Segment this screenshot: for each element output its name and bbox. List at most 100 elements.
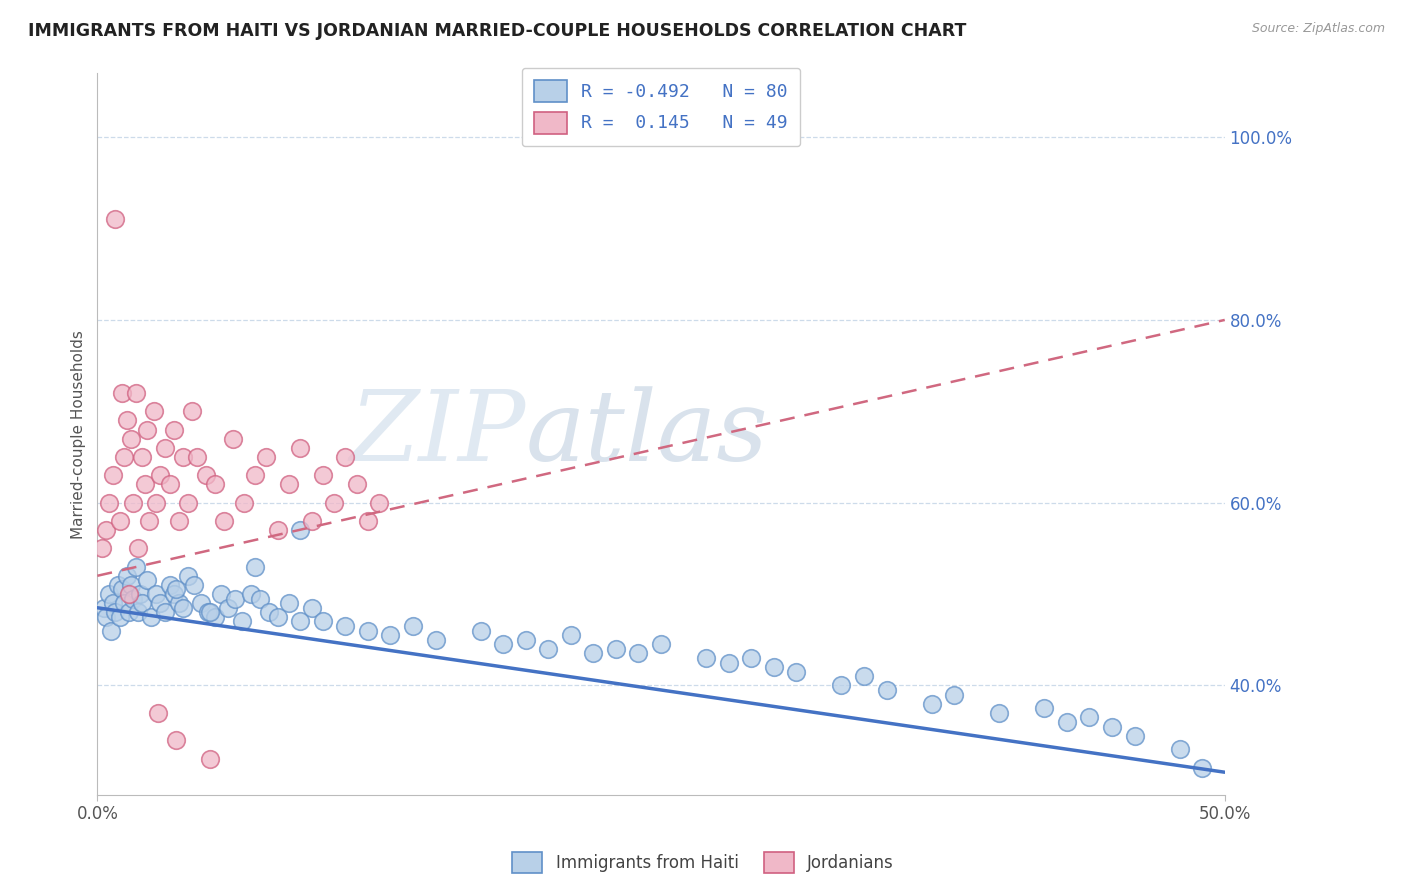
Point bbox=[988, 706, 1011, 720]
Point bbox=[186, 450, 208, 464]
Point bbox=[224, 591, 246, 606]
Point bbox=[111, 582, 134, 597]
Point bbox=[249, 591, 271, 606]
Point bbox=[194, 468, 217, 483]
Point bbox=[239, 587, 262, 601]
Point bbox=[122, 591, 145, 606]
Point bbox=[852, 669, 875, 683]
Point bbox=[1191, 761, 1213, 775]
Point bbox=[118, 605, 141, 619]
Point bbox=[127, 541, 149, 556]
Point bbox=[104, 212, 127, 227]
Point bbox=[97, 496, 120, 510]
Point bbox=[108, 610, 131, 624]
Point bbox=[762, 660, 785, 674]
Point bbox=[127, 605, 149, 619]
Point bbox=[740, 651, 762, 665]
Text: atlas: atlas bbox=[526, 386, 769, 482]
Point bbox=[368, 496, 391, 510]
Point bbox=[112, 450, 135, 464]
Point bbox=[212, 514, 235, 528]
Point bbox=[717, 656, 740, 670]
Point bbox=[243, 559, 266, 574]
Point bbox=[267, 523, 290, 537]
Point bbox=[163, 423, 186, 437]
Point bbox=[167, 514, 190, 528]
Point bbox=[125, 559, 148, 574]
Point bbox=[582, 647, 605, 661]
Point bbox=[785, 665, 807, 679]
Point bbox=[470, 624, 492, 638]
Point bbox=[650, 637, 672, 651]
Point bbox=[695, 651, 717, 665]
Point bbox=[943, 688, 966, 702]
Point bbox=[301, 600, 323, 615]
Point bbox=[357, 514, 380, 528]
Point bbox=[537, 641, 560, 656]
Point bbox=[141, 610, 163, 624]
Point bbox=[118, 587, 141, 601]
Point bbox=[290, 615, 312, 629]
Point bbox=[183, 578, 205, 592]
Point bbox=[148, 706, 170, 720]
Point bbox=[120, 578, 142, 592]
Point bbox=[290, 523, 312, 537]
Point bbox=[167, 596, 190, 610]
Text: Source: ZipAtlas.com: Source: ZipAtlas.com bbox=[1251, 22, 1385, 36]
Point bbox=[145, 496, 167, 510]
Point bbox=[921, 697, 943, 711]
Point bbox=[136, 574, 159, 588]
Point bbox=[627, 647, 650, 661]
Legend: Immigrants from Haiti, Jordanians: Immigrants from Haiti, Jordanians bbox=[506, 846, 900, 880]
Point bbox=[335, 450, 357, 464]
Point bbox=[1056, 714, 1078, 729]
Point bbox=[108, 514, 131, 528]
Point bbox=[111, 386, 134, 401]
Point bbox=[197, 605, 219, 619]
Point bbox=[131, 450, 153, 464]
Point bbox=[278, 596, 301, 610]
Point bbox=[176, 496, 198, 510]
Point bbox=[1033, 701, 1056, 715]
Point bbox=[138, 514, 160, 528]
Point bbox=[149, 596, 172, 610]
Point bbox=[278, 477, 301, 491]
Point bbox=[129, 587, 152, 601]
Point bbox=[830, 678, 852, 692]
Point bbox=[492, 637, 515, 651]
Point bbox=[323, 496, 346, 510]
Point bbox=[125, 386, 148, 401]
Point bbox=[176, 568, 198, 582]
Point bbox=[153, 605, 176, 619]
Point bbox=[1101, 720, 1123, 734]
Point bbox=[190, 596, 212, 610]
Point bbox=[134, 477, 156, 491]
Point bbox=[231, 615, 253, 629]
Point bbox=[335, 619, 357, 633]
Point bbox=[232, 496, 254, 510]
Point bbox=[101, 468, 124, 483]
Point bbox=[221, 432, 243, 446]
Point bbox=[101, 596, 124, 610]
Point bbox=[181, 404, 204, 418]
Point bbox=[515, 632, 537, 647]
Point bbox=[120, 432, 142, 446]
Point bbox=[96, 523, 118, 537]
Point bbox=[159, 477, 181, 491]
Point bbox=[402, 619, 425, 633]
Point bbox=[560, 628, 582, 642]
Point bbox=[145, 587, 167, 601]
Point bbox=[1078, 710, 1101, 724]
Point bbox=[198, 605, 221, 619]
Point bbox=[605, 641, 627, 656]
Point bbox=[153, 441, 176, 455]
Point bbox=[290, 441, 312, 455]
Point bbox=[346, 477, 368, 491]
Y-axis label: Married-couple Households: Married-couple Households bbox=[72, 330, 86, 539]
Point bbox=[165, 733, 187, 747]
Point bbox=[136, 423, 159, 437]
Point bbox=[165, 582, 187, 597]
Point bbox=[172, 450, 194, 464]
Text: ZIP: ZIP bbox=[350, 386, 526, 482]
Point bbox=[163, 587, 186, 601]
